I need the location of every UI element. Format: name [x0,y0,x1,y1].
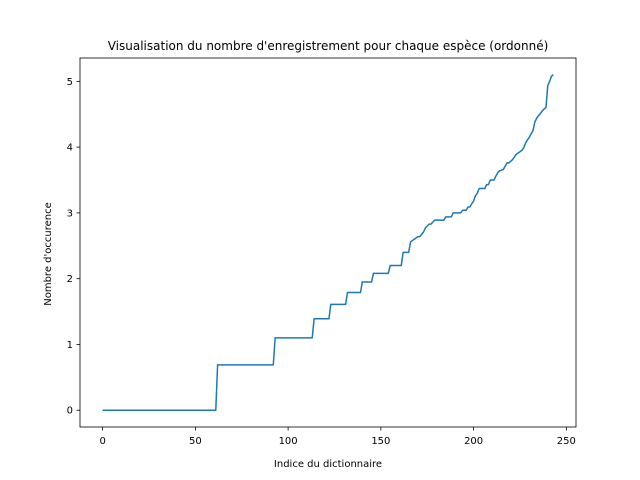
x-tick-label-250: 250 [557,436,576,447]
series-line-0 [102,74,554,411]
x-tick-label-50: 50 [189,436,202,447]
y-tick-label-0: 0 [67,406,73,417]
chart-title: Visualisation du nombre d'enregistrement… [108,39,549,53]
x-tick-label-0: 0 [99,436,105,447]
x-tick-label-200: 200 [464,436,483,447]
x-tick-label-100: 100 [279,436,298,447]
y-tick-label-4: 4 [67,143,73,154]
y-tick-label-5: 5 [67,77,73,88]
y-axis-label: Nombre d'occurence [43,202,54,306]
y-tick-label-3: 3 [67,208,73,219]
axes-frame [79,57,577,428]
y-tick-label-1: 1 [67,340,73,351]
y-tick-label-2: 2 [67,274,73,285]
plot-area: 0 50 100 150 200 250 0 1 2 3 4 5 [67,57,577,447]
x-axis-label: Indice du dictionnaire [274,459,382,470]
x-tick-label-150: 150 [371,436,390,447]
